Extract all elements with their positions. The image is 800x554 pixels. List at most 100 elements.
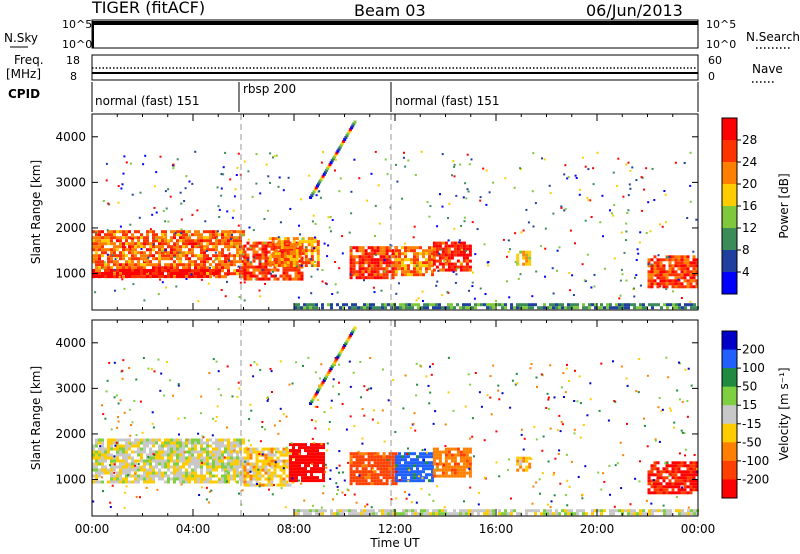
velocity-echo-cell [304, 449, 307, 453]
velocity-echo-cell [358, 476, 362, 480]
power-echo-cell [428, 267, 431, 271]
velocity-echo-cell [401, 473, 404, 477]
power-echo-cell [110, 260, 113, 264]
velocity-echo-cell [125, 456, 128, 460]
velocity-echo-cell [119, 453, 122, 457]
velocity-echo-cell [197, 459, 200, 463]
power-echo-cell [465, 265, 469, 269]
power-echo-cell [110, 266, 113, 270]
power-echo-cell [310, 258, 314, 262]
velocity-echo-cell [236, 471, 239, 475]
power-scatter-point [222, 173, 225, 176]
power-scatter-point [525, 208, 528, 211]
velocity-echo-cell [316, 443, 319, 447]
velocity-scatter-point [650, 482, 653, 485]
power-echo-cell [267, 250, 271, 254]
power-echo-cell [379, 246, 383, 250]
power-streak-point [322, 172, 326, 176]
power-echo-cell [274, 255, 278, 259]
power-echo-cell [692, 273, 696, 277]
power-echo-cell [450, 250, 454, 254]
velocity-echo-cell [146, 462, 149, 466]
power-echo-cell [173, 236, 176, 240]
power-echo-cell [388, 246, 392, 250]
power-streak-point [345, 134, 349, 138]
power-echo-cell [402, 306, 405, 310]
power-echo-cell [283, 261, 287, 265]
velocity-scatter-point [352, 371, 355, 374]
velocity-echo-cell [364, 458, 368, 462]
velocity-echo-cell [666, 509, 669, 513]
power-echo-cell [564, 306, 567, 310]
power-echo-cell [164, 230, 167, 234]
power-echo-cell [101, 272, 104, 275]
power-scatter-point [224, 151, 227, 154]
power-echo-cell [270, 274, 274, 278]
velocity-echo-cell [671, 464, 675, 468]
power-scatter-point [139, 191, 142, 194]
power-scatter-point [249, 261, 252, 264]
velocity-echo-cell [428, 467, 431, 471]
velocity-echo-cell [453, 474, 457, 478]
velocity-echo-cell [477, 512, 480, 516]
velocity-echo-cell [295, 449, 298, 453]
velocity-scatter-point [447, 391, 450, 394]
power-streak-point [311, 192, 315, 196]
power-echo-cell [176, 251, 179, 255]
velocity-echo-cell [319, 470, 322, 474]
velocity-echo-cell [98, 462, 101, 466]
power-echo-cell [149, 230, 152, 234]
power-echo-cell [313, 237, 317, 241]
velocity-echo-cell [155, 459, 158, 463]
power-echo-cell [116, 230, 119, 234]
power-scatter-point [636, 248, 639, 251]
velocity-streak-point [313, 394, 317, 398]
velocity-echo-cell [647, 479, 651, 483]
power-echo-cell [221, 254, 224, 258]
power-echo-cell [167, 239, 170, 243]
velocity-echo-cell [101, 444, 104, 448]
velocity-echo-cell [113, 474, 116, 478]
power-echo-cell [191, 263, 194, 267]
power-echo-cell [376, 270, 380, 274]
power-echo-cell [101, 230, 104, 234]
velocity-scatter-point [579, 402, 582, 405]
velocity-scatter-point [215, 416, 218, 418]
velocity-echo-cell [267, 480, 271, 484]
power-scatter-point [353, 274, 356, 277]
velocity-scatter-point [442, 464, 445, 467]
power-scatter-point [378, 222, 381, 225]
power-colorbar-tick-label: 28 [742, 133, 757, 147]
power-scatter-point [527, 221, 530, 224]
velocity-echo-cell [149, 441, 152, 445]
velocity-echo-cell [348, 509, 351, 513]
power-scatter-point [581, 156, 584, 159]
velocity-echo-cell [140, 453, 143, 457]
velocity-scatter-point [415, 501, 418, 504]
velocity-scatter-point [318, 384, 321, 387]
velocity-echo-cell [146, 468, 149, 472]
velocity-echo-cell [419, 452, 422, 456]
velocity-echo-cell [119, 447, 122, 451]
velocity-echo-cell [684, 512, 687, 516]
power-echo-cell [689, 279, 693, 283]
velocity-scatter-point [147, 456, 150, 459]
power-echo-cell [119, 251, 122, 255]
velocity-echo-cell [444, 509, 447, 513]
power-scatter-point [633, 287, 635, 290]
power-scatter-point [507, 250, 510, 253]
power-echo-cell [674, 264, 678, 268]
x-tick-label: 12:00 [378, 522, 413, 536]
velocity-scatter-point [471, 417, 474, 420]
power-echo-cell [684, 306, 687, 310]
velocity-echo-cell [161, 462, 164, 466]
power-echo-cell [270, 247, 274, 251]
velocity-scatter-point [150, 458, 152, 461]
velocity-echo-cell [188, 438, 191, 442]
power-echo-cell [131, 254, 134, 258]
velocity-scatter-point [145, 486, 148, 489]
velocity-echo-cell [179, 474, 182, 478]
velocity-scatter-point [360, 396, 362, 399]
velocity-echo-cell [243, 471, 247, 475]
velocity-echo-cell [453, 509, 456, 513]
